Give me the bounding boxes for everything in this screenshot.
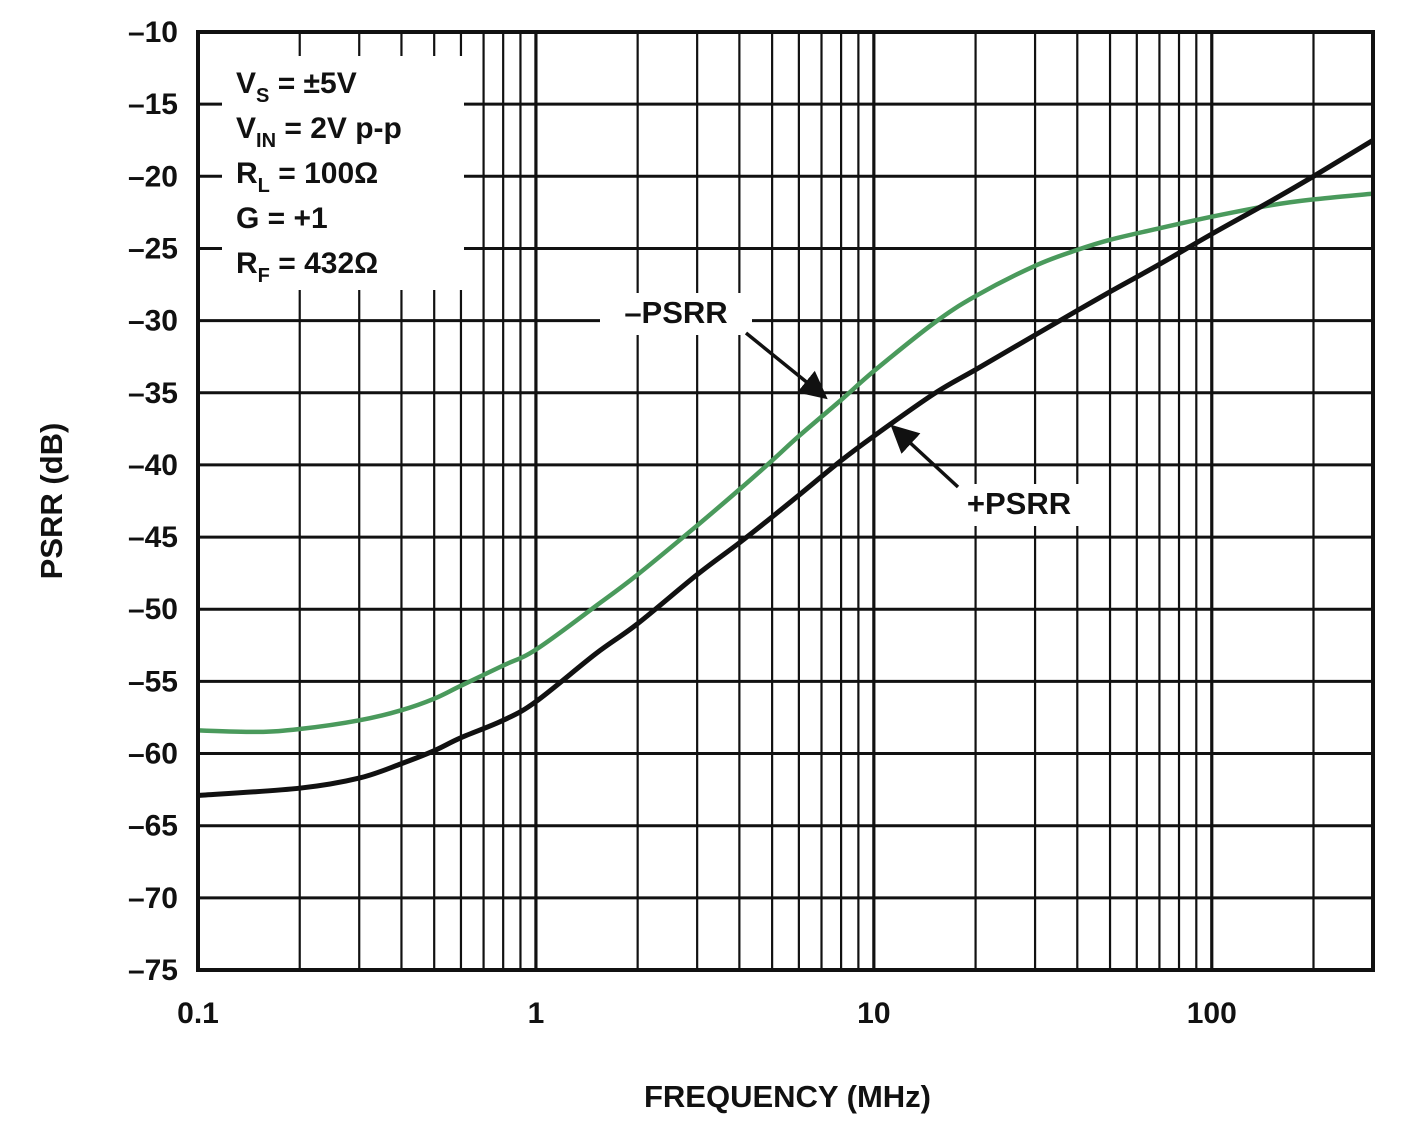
y-tick-label: –20 bbox=[128, 160, 178, 193]
y-tick-label: –50 bbox=[128, 593, 178, 626]
y-tick-label: –60 bbox=[128, 738, 178, 771]
x-tick-label: 1 bbox=[528, 997, 545, 1030]
y-tick-labels: –10 –15 –20 –25 –30 –35 –40 –45 –50 –55 –60 –65 –70 –… bbox=[128, 16, 178, 987]
series-annotations: –PSRR +PSRR bbox=[600, 293, 1094, 526]
test-conditions: VS = ±5V VIN = 2V p-p RL = 100Ω G = +1 RF = … bbox=[236, 67, 402, 287]
y-tick-label: –45 bbox=[128, 521, 178, 554]
y-tick-label: –10 bbox=[128, 16, 178, 49]
annotation-bg bbox=[600, 293, 752, 335]
y-tick-label: –40 bbox=[128, 449, 178, 482]
x-tick-label: 100 bbox=[1187, 997, 1237, 1030]
annotation-bg bbox=[944, 484, 1094, 526]
y-tick-label: –75 bbox=[128, 954, 178, 987]
x-axis-label: FREQUENCY (MHz) bbox=[644, 1079, 931, 1114]
test-condition-line: VIN = 2V p-p bbox=[236, 112, 402, 152]
x-tick-label: 0.1 bbox=[177, 997, 219, 1030]
y-tick-label: –30 bbox=[128, 305, 178, 338]
y-tick-label: –55 bbox=[128, 665, 178, 698]
series-line-plus-psrr bbox=[197, 138, 1375, 798]
plot-frame bbox=[196, 30, 1375, 972]
x-tick-label: 10 bbox=[857, 997, 890, 1030]
test-conditions-box bbox=[222, 56, 464, 290]
series-annotation-label: +PSRR bbox=[967, 486, 1071, 521]
series-line-minus-psrr bbox=[197, 191, 1374, 735]
y-tick-label: –70 bbox=[128, 882, 178, 915]
y-tick-label: –25 bbox=[128, 232, 178, 265]
series-lines bbox=[197, 138, 1375, 798]
y-tick-label: –15 bbox=[128, 88, 178, 121]
annotation-arrow bbox=[744, 331, 828, 400]
test-condition-line: VS = ±5V bbox=[236, 67, 357, 107]
y-tick-label: –65 bbox=[128, 810, 178, 843]
x-tick-labels: 0.1 1 10 100 bbox=[177, 997, 1237, 1030]
y-axis-label: PSRR (dB) bbox=[34, 423, 69, 580]
test-condition-line: RL = 100Ω bbox=[236, 157, 378, 197]
annotation-arrow bbox=[890, 424, 960, 489]
test-condition-line: RF = 432Ω bbox=[236, 247, 378, 287]
test-condition-line: G = +1 bbox=[236, 202, 328, 235]
series-annotation-label: –PSRR bbox=[624, 295, 727, 330]
y-tick-label: –35 bbox=[128, 377, 178, 410]
